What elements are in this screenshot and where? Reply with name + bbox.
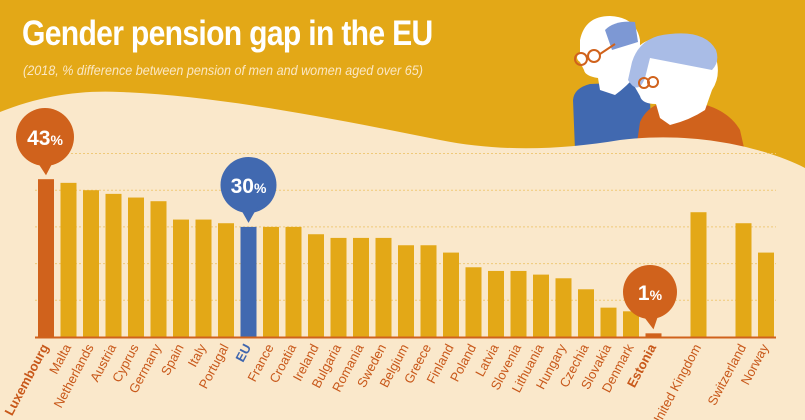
callout-luxembourg: 43% [16, 108, 74, 176]
man-hair-icon [605, 21, 638, 50]
bar-austria [105, 193, 122, 337]
man-glasses-arm-icon [599, 43, 616, 55]
callout-pointer [239, 207, 258, 223]
bar-bulgaria [330, 237, 347, 337]
bar-portugal [218, 223, 234, 337]
bar-luxembourg [38, 179, 54, 337]
callout-bubble [623, 265, 677, 319]
bar-sweden [375, 237, 392, 337]
bar-croatia [285, 226, 302, 337]
x-tick-label-spain: Spain [158, 341, 187, 377]
data-label-luxembourg: 43% [27, 127, 63, 150]
bar-lithuania [533, 274, 549, 337]
bar-malta [60, 182, 77, 337]
bar-switzerland [735, 223, 752, 337]
bar-slovakia [600, 307, 617, 337]
woman-hair-icon [628, 33, 718, 88]
bar-poland [465, 267, 482, 337]
data-label-eu: 30% [231, 175, 267, 198]
bar-netherlands [83, 190, 99, 337]
x-tick-label-eu: EU [232, 341, 254, 364]
bar-france [263, 226, 279, 337]
bar-denmark [623, 311, 639, 337]
data-label-estonia: 1% [638, 282, 663, 305]
bar-cyprus [128, 197, 144, 337]
x-tick-label-luxembourg: Luxembourg [1, 341, 51, 418]
callout-pointer [641, 313, 659, 330]
callout-pointer [36, 160, 54, 176]
bar-norway [758, 252, 774, 337]
bar-greece [420, 245, 437, 337]
bar-italy [195, 219, 212, 337]
callout-eu: 30% [220, 157, 277, 223]
chart-subtitle: (2018, % difference between pension of m… [23, 62, 423, 78]
bar-belgium [398, 245, 414, 337]
bar-eu [240, 226, 257, 337]
bar-spain [173, 219, 189, 337]
callout-bubble [16, 108, 74, 166]
chart-title: Gender pension gap in the EU [22, 14, 433, 53]
bar-finland [443, 252, 459, 337]
man-glasses-icon [574, 52, 588, 66]
bar-hungary [555, 278, 572, 337]
bar-slovenia [510, 270, 527, 337]
callout-bubble [220, 157, 277, 213]
woman-glasses-lens-icon [647, 76, 659, 88]
callout-estonia: 1% [623, 265, 677, 330]
man-body-icon [573, 82, 652, 150]
bar-romania [353, 237, 369, 337]
man-glasses-lens-icon [587, 49, 601, 63]
bar-germany [150, 201, 167, 337]
bar-czechia [578, 289, 594, 337]
bar-latvia [488, 270, 504, 337]
bar-estonia [645, 333, 662, 337]
bar-ireland [308, 234, 324, 337]
bar-united-kingdom [690, 212, 707, 337]
